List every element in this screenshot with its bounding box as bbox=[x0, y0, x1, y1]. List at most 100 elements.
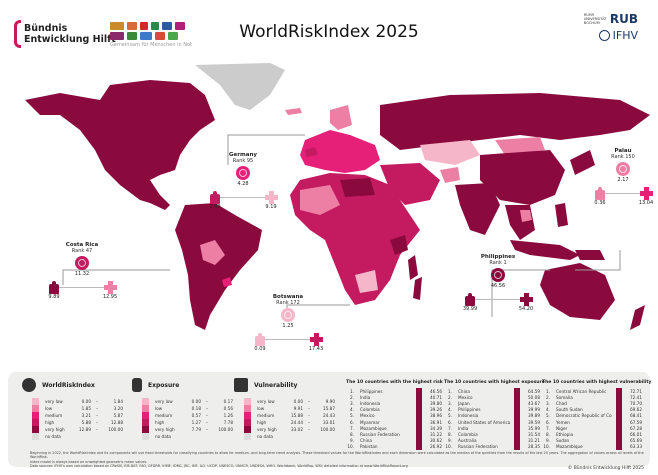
table-row: 10. Mozambique 63.33 bbox=[543, 443, 642, 450]
callout-wri: 4.28 bbox=[237, 181, 249, 187]
callout-exposure: 39.99 bbox=[462, 306, 478, 312]
table-row: 5. Mexico 38.96 bbox=[350, 412, 442, 419]
callout-botswana: Botswana Rank 172 1.25 0.09 17.43 bbox=[248, 294, 328, 352]
globe-icon bbox=[22, 378, 36, 392]
table-row: 1. China 64.59 bbox=[448, 388, 540, 395]
table-row: 4. Colombia 39.26 bbox=[350, 406, 442, 413]
callout-philippines: Philippines Rank 1 46.56 39.99 54.20 bbox=[458, 254, 538, 312]
exposure-people-icon bbox=[210, 191, 220, 204]
callout-wri: 11.32 bbox=[74, 271, 90, 277]
table-row: 1. Philippines 46.56 bbox=[350, 388, 442, 395]
callout-exposure: 0.09 bbox=[254, 346, 266, 352]
legend-title: Vulnerability bbox=[254, 381, 298, 389]
partners-tagline: Gemeinsam für Menschen in Not bbox=[110, 42, 192, 48]
table-row: 3. Japan 43.67 bbox=[448, 400, 540, 407]
rub-logo: RUB bbox=[609, 12, 638, 26]
north-america bbox=[25, 80, 215, 190]
cross-icon bbox=[234, 378, 248, 392]
org-name-line2: Entwicklung Hilft bbox=[24, 34, 116, 45]
footnote: Beginning in 2022, the WorldRiskIndex an… bbox=[30, 451, 650, 469]
table-row: 4. South Sudan 69.62 bbox=[546, 406, 642, 413]
table-row: 8. Colombia 31.54 bbox=[448, 431, 540, 438]
table-row: 6. Myanmar 36.91 bbox=[350, 418, 442, 426]
callout-vulnerability: 9.19 bbox=[265, 204, 277, 210]
callout-exposure: 9.89 bbox=[48, 294, 60, 300]
footnote-line-2: Index model is always based on unweighte… bbox=[30, 459, 148, 464]
globe-icon bbox=[491, 268, 505, 282]
exposure-people-icon bbox=[49, 281, 59, 294]
russia bbox=[380, 93, 650, 150]
callout-country: Costa Rica bbox=[65, 242, 99, 248]
copyright: © Bündnis Entwicklung Hilft 2025 bbox=[567, 466, 644, 471]
table-row: 2. Mexico 50.08 bbox=[448, 394, 540, 401]
callout-rank: Rank 1 bbox=[489, 260, 507, 266]
europe bbox=[300, 130, 380, 173]
table-row: 2. Somalia 72.41 bbox=[546, 394, 642, 401]
china bbox=[480, 150, 565, 205]
table-row: 9. Sudan 65.69 bbox=[546, 437, 642, 444]
australia bbox=[540, 263, 615, 320]
vulnerability-cross-icon bbox=[264, 191, 278, 204]
callout-country: Philippines bbox=[480, 254, 516, 260]
table-row: 10. Pakistan 26.92 bbox=[347, 443, 442, 450]
callout-wri: 1.25 bbox=[282, 323, 294, 329]
vulnerability-cross-icon bbox=[639, 187, 653, 200]
globe-icon bbox=[616, 162, 630, 176]
callout-country: Germany bbox=[229, 152, 257, 158]
table-row: 2. India 40.71 bbox=[350, 394, 442, 401]
callout-rank: Rank 172 bbox=[276, 300, 300, 306]
table-row: 8. Ethiopia 66.01 bbox=[546, 431, 642, 438]
table-row: 1. Central African Republic 72.71 bbox=[546, 388, 642, 395]
callout-palau: Palau Rank 150 2.17 0.36 13.04 bbox=[588, 148, 658, 206]
legend-panel: WorldRiskIndex very low 0.00–1.84 low 1.85… bbox=[8, 372, 652, 467]
top10-vulnerability-table: The 10 countries with highest vulnerabil… bbox=[542, 380, 652, 450]
india bbox=[455, 183, 500, 235]
vulnerability-cross-icon bbox=[309, 333, 323, 346]
table-row: 6. Yemen 67.59 bbox=[546, 418, 642, 426]
callout-rank: Rank 95 bbox=[232, 158, 254, 164]
table-row: 3. Chad 70.70 bbox=[546, 400, 642, 407]
table-row: 7. Niger 67.28 bbox=[546, 425, 642, 432]
table-row: 3. Indonesia 39.80 bbox=[350, 400, 442, 407]
central-america bbox=[120, 180, 170, 210]
org-name-line1: Bündnis bbox=[24, 23, 68, 34]
ifhv-logo: IFHV bbox=[612, 29, 638, 42]
university-logos: RUHR UNIVERSITÄT BOCHUM RUB IFHV bbox=[584, 12, 638, 42]
table-row: 9. Australia 31.21 bbox=[448, 437, 540, 444]
callout-vulnerability: 54.20 bbox=[518, 306, 534, 312]
callout-vulnerability: 17.43 bbox=[308, 346, 324, 352]
footnote-line-1: Beginning in 2022, the WorldRiskIndex an… bbox=[30, 451, 644, 460]
callout-country: Botswana bbox=[272, 294, 304, 300]
callout-costa-rica: Costa Rica Rank 47 11.32 9.89 12.95 bbox=[42, 242, 122, 300]
globe-icon bbox=[281, 308, 295, 322]
vulnerability-cross-icon bbox=[519, 293, 533, 306]
table-row: 6. United States of America 39.59 bbox=[448, 418, 540, 426]
callout-germany: Germany Rank 95 4.28 3.99 9.19 bbox=[203, 152, 283, 210]
greenland bbox=[195, 63, 285, 110]
table-row: 5.Democratic Republic of Congo68.41 bbox=[546, 412, 642, 419]
table-row: 4. Philippines 39.99 bbox=[448, 406, 540, 413]
callout-vulnerability: 12.95 bbox=[102, 294, 118, 300]
table-row: 7. India 35.99 bbox=[448, 425, 540, 432]
table-title: The 10 countries with highest exposure bbox=[444, 380, 545, 385]
university-name: RUHR UNIVERSITÄT BOCHUM bbox=[583, 13, 607, 25]
vulnerability-cross-icon bbox=[103, 281, 117, 294]
org-logo: Bündnis Entwicklung Hilft bbox=[14, 20, 116, 48]
top10-exposure-table: The 10 countries with highest exposure 1… bbox=[444, 380, 545, 450]
callout-wri: 46.56 bbox=[490, 283, 506, 289]
ifhv-emblem-icon bbox=[598, 30, 610, 41]
legend-title: Exposure bbox=[148, 381, 180, 389]
exposure-people-icon bbox=[255, 333, 265, 346]
table-row: 5. Indonesia 39.89 bbox=[448, 412, 540, 419]
top10-risk-table: The 10 countries with the highest risk 1… bbox=[346, 380, 443, 450]
callout-wri: 2.17 bbox=[617, 177, 629, 183]
globe-icon bbox=[75, 256, 89, 270]
callout-rank: Rank 150 bbox=[611, 154, 635, 160]
legend-title: WorldRiskIndex bbox=[42, 381, 95, 389]
exposure-people-icon bbox=[595, 187, 605, 200]
legend-worldriskindex: WorldRiskIndex very low 0.00–1.84 low 1.85… bbox=[22, 378, 123, 440]
table-title: The 10 countries with highest vulnerabil… bbox=[542, 380, 652, 385]
table-title: The 10 countries with the highest risk bbox=[346, 380, 443, 385]
callout-exposure: 0.36 bbox=[594, 200, 606, 206]
footnote-sources: Data sources: IFHV's own calculation bas… bbox=[30, 464, 408, 469]
